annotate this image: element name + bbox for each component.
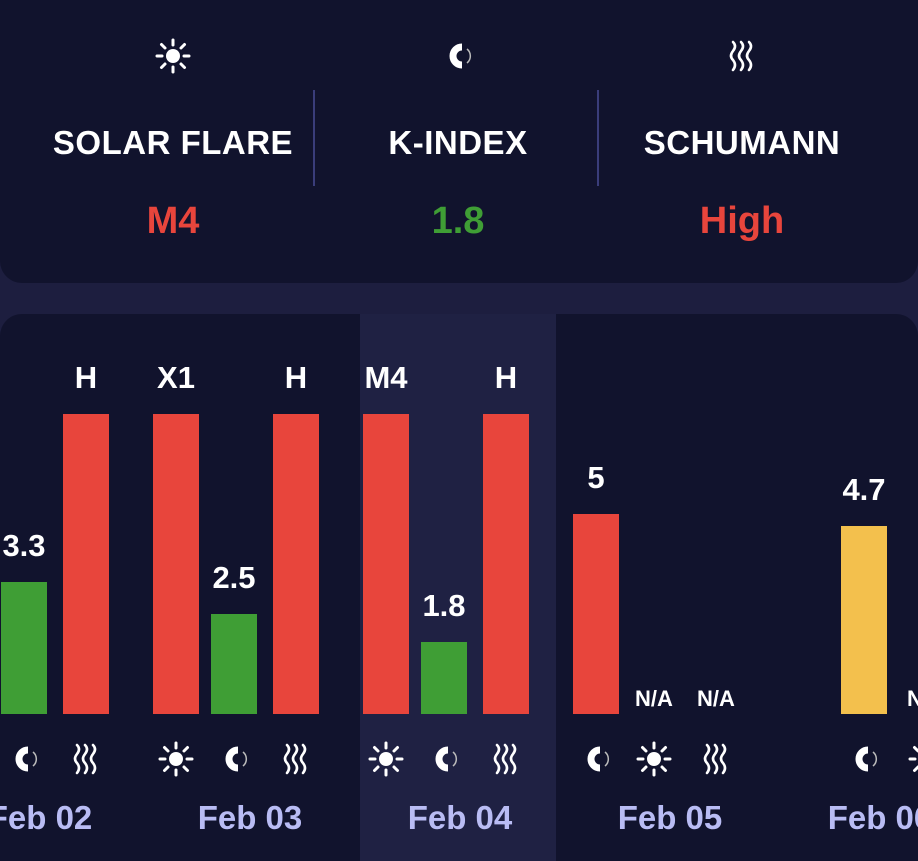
bar-value-label: M4	[364, 360, 408, 395]
summary-label: SCHUMANN	[600, 124, 884, 162]
bar-feb-03-solar_flare[interactable]	[153, 414, 199, 714]
summary-value: High	[600, 200, 884, 243]
bar-feb-02-schumann[interactable]	[63, 414, 109, 714]
sun-icon	[30, 36, 316, 72]
magnet-icon	[229, 750, 246, 768]
magnet-icon	[439, 750, 456, 768]
summary-label: K-INDEX	[316, 124, 600, 162]
magnet-icon	[859, 750, 876, 768]
wave-icon	[495, 745, 515, 773]
sun-icon	[160, 743, 192, 775]
summary-label: SOLAR FLARE	[30, 124, 316, 162]
bar-feb-05-k_index[interactable]	[573, 514, 619, 714]
summary-schumann[interactable]: SCHUMANN High	[600, 0, 884, 283]
summary-panel: SOLAR FLARE M4 K-INDEX 1.8 SCHUMANN High	[0, 0, 918, 283]
sun-icon	[638, 743, 670, 775]
bar-value-label: H	[75, 360, 97, 395]
wave-icon	[600, 36, 884, 72]
summary-value: 1.8	[316, 200, 600, 243]
date-label[interactable]: Feb 05	[618, 799, 723, 836]
bar-value-label: N/A	[635, 686, 673, 711]
bar-feb-04-k_index[interactable]	[421, 642, 467, 714]
date-label[interactable]: Feb 02	[0, 799, 92, 836]
date-label[interactable]: Feb 03	[198, 799, 303, 836]
bar-value-label: 2.5	[212, 560, 255, 595]
bar-value-label: N/A	[907, 686, 918, 711]
bar-feb-03-k_index[interactable]	[211, 614, 257, 714]
bar-value-label: N/A	[697, 686, 735, 711]
bar-feb-02-k_index[interactable]	[1, 582, 47, 714]
bar-value-label: 3.3	[2, 528, 45, 563]
magnet-icon	[591, 750, 608, 768]
sun-icon	[370, 743, 402, 775]
date-label[interactable]: Feb 04	[408, 799, 513, 836]
wave-icon	[705, 745, 725, 773]
bar-value-label: H	[495, 360, 517, 395]
bar-value-label: 1.8	[422, 588, 465, 623]
bar-value-label: X1	[157, 360, 195, 395]
bar-feb-04-solar_flare[interactable]	[363, 414, 409, 714]
summary-value: M4	[30, 200, 316, 243]
bar-value-label: 4.7	[842, 472, 885, 507]
divider	[313, 90, 315, 186]
bar-feb-04-schumann[interactable]	[483, 414, 529, 714]
magnet-icon	[316, 36, 600, 72]
bar-feb-06-k_index[interactable]	[841, 526, 887, 714]
daily-bar-chart: 3.3 H Feb 02 X1 2.5 H Feb 03 M4 1.8 H Feb 04 5 N/A N/…	[0, 314, 918, 861]
bar-feb-03-schumann[interactable]	[273, 414, 319, 714]
summary-k-index[interactable]: K-INDEX 1.8	[316, 0, 600, 283]
divider	[597, 90, 599, 186]
magnet-icon	[19, 750, 36, 768]
bar-value-label: 5	[587, 460, 604, 495]
wave-icon	[75, 745, 95, 773]
summary-solar-flare[interactable]: SOLAR FLARE M4	[30, 0, 316, 283]
date-label[interactable]: Feb 06	[828, 799, 918, 836]
sun-icon	[910, 743, 918, 775]
bar-value-label: H	[285, 360, 307, 395]
chart-panel: 3.3 H Feb 02 X1 2.5 H Feb 03 M4 1.8 H Feb 04 5 N/A N/…	[0, 314, 918, 861]
wave-icon	[285, 745, 305, 773]
